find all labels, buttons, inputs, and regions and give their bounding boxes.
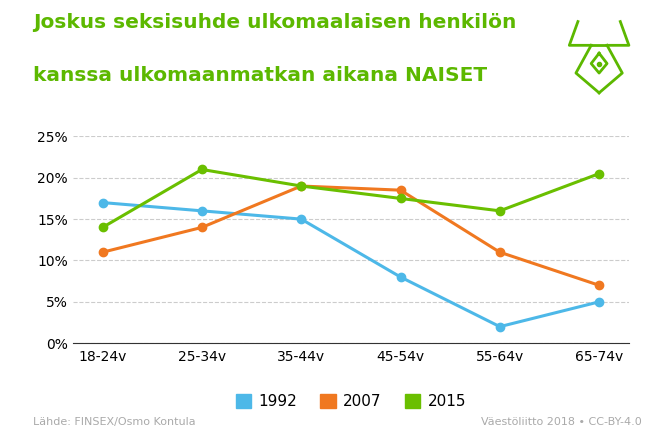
2015 (198, 167, 206, 172)
2015 (397, 196, 404, 201)
2007 (397, 187, 404, 193)
2007 (595, 282, 603, 288)
2007 (198, 225, 206, 230)
Text: Lähde: FINSEX/Osmo Kontula: Lähde: FINSEX/Osmo Kontula (33, 417, 196, 427)
Line: 2015: 2015 (99, 165, 603, 231)
2015 (595, 171, 603, 176)
Legend: 1992, 2007, 2015: 1992, 2007, 2015 (230, 388, 472, 415)
1992 (496, 324, 504, 329)
Line: 1992: 1992 (99, 198, 603, 331)
2015 (496, 208, 504, 213)
2015 (297, 183, 305, 189)
1992 (198, 208, 206, 213)
Text: Joskus seksisuhde ulkomaalaisen henkilön: Joskus seksisuhde ulkomaalaisen henkilön (33, 13, 516, 32)
1992 (397, 275, 404, 280)
1992 (595, 299, 603, 304)
Line: 2007: 2007 (99, 182, 603, 290)
2015 (99, 225, 107, 230)
Text: kanssa ulkomaanmatkan aikana NAISET: kanssa ulkomaanmatkan aikana NAISET (33, 66, 487, 85)
1992 (297, 216, 305, 222)
2007 (496, 249, 504, 255)
2007 (297, 183, 305, 189)
2007 (99, 249, 107, 255)
1992 (99, 200, 107, 205)
Text: Väestöliitto 2018 • CC-BY-4.0: Väestöliitto 2018 • CC-BY-4.0 (481, 417, 642, 427)
